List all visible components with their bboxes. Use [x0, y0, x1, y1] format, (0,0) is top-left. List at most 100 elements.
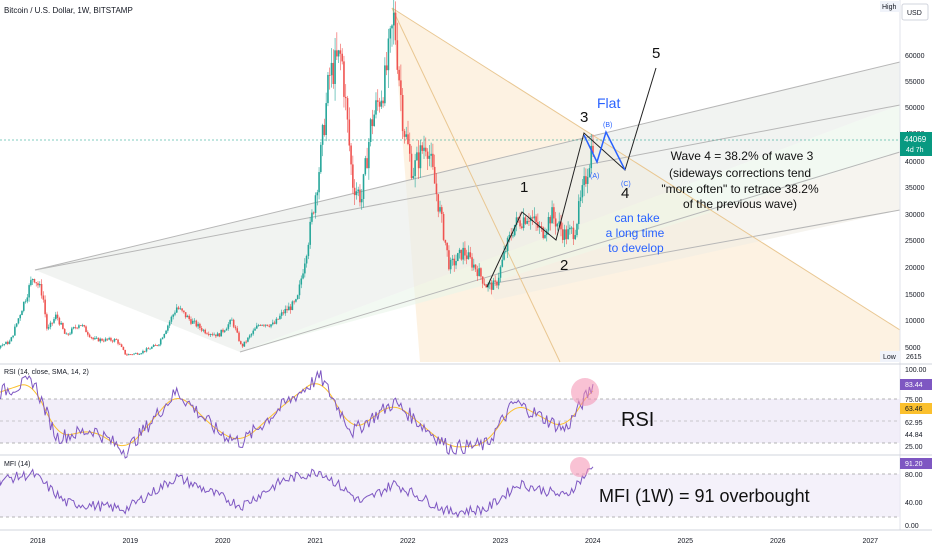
flat-a-label: (A) — [590, 173, 599, 180]
price-tick: 50000 — [905, 105, 925, 112]
candle-body — [147, 348, 150, 350]
candle-body — [280, 312, 283, 316]
candle-body — [439, 207, 441, 212]
price-tick: 15000 — [905, 292, 925, 299]
candle-body — [129, 354, 132, 356]
candle-body — [483, 283, 486, 286]
mfi-label[interactable]: MFI (14) — [4, 461, 30, 468]
symbol-title[interactable]: Bitcoin / U.S. Dollar, 1W, BITSTAMP — [4, 6, 133, 15]
candle-body — [496, 281, 498, 286]
candle-body — [14, 326, 16, 336]
candle-body — [65, 333, 68, 335]
candle-body — [350, 145, 352, 165]
candle-body — [544, 235, 546, 238]
candle-body — [501, 259, 504, 267]
rsi-highlight-circle — [571, 378, 599, 406]
candle-body — [135, 353, 137, 354]
mfi-line — [0, 466, 594, 518]
candle-body — [391, 25, 393, 29]
candle-body — [474, 264, 477, 270]
candle-body — [159, 339, 162, 345]
candle-body — [471, 257, 473, 268]
time-tick: 2018 — [30, 538, 46, 545]
rsi-tick: 44.84 — [905, 432, 923, 439]
candle-body — [437, 194, 440, 212]
mfi-tick: 80.00 — [905, 472, 923, 479]
pitchfork-bottom-zone — [485, 152, 900, 300]
candle-body — [528, 220, 530, 222]
candle-body — [577, 201, 580, 224]
candle-body — [81, 325, 84, 326]
candle-body — [346, 98, 349, 120]
candle-body — [191, 320, 194, 324]
candle-body — [8, 341, 11, 344]
candle-body — [419, 145, 422, 169]
candle-body — [416, 152, 418, 161]
candle-body — [293, 301, 295, 303]
candle-body — [264, 324, 267, 326]
currency-label[interactable]: USD — [907, 10, 922, 17]
candle-body — [259, 325, 262, 326]
rsi-label[interactable]: RSI (14, close, SMA, 14, 2) — [4, 369, 89, 376]
candle-body — [3, 344, 6, 345]
currency-box[interactable] — [901, 3, 929, 21]
rsi-pane[interactable]: RSI (14, close, SMA, 14, 2) RSI 100.00 7… — [0, 367, 932, 459]
candle-body — [526, 220, 528, 224]
candle-body — [318, 172, 320, 193]
candle-body — [255, 325, 258, 329]
candle-body — [239, 341, 242, 344]
wave-3-label: 3 — [580, 109, 588, 126]
candle-body — [0, 345, 2, 348]
candle-body — [533, 216, 536, 219]
candle-body — [31, 278, 34, 281]
candle-body — [145, 348, 148, 352]
candle-body — [170, 316, 173, 322]
candle-body — [561, 229, 564, 240]
candle-body — [576, 223, 578, 236]
candle-body — [177, 307, 180, 309]
rsi-tick: 75.00 — [905, 397, 923, 404]
candle-body — [339, 50, 342, 54]
candle-body — [531, 217, 534, 219]
candle-body — [558, 221, 561, 224]
candle-body — [183, 310, 185, 313]
candle-body — [480, 268, 482, 277]
candle-body — [197, 323, 199, 327]
candle-body — [457, 253, 459, 262]
candle-body — [10, 337, 13, 342]
candle-body — [97, 337, 100, 342]
candle-body — [5, 341, 7, 345]
candle-body — [366, 158, 368, 169]
candle-body — [304, 263, 306, 274]
candle-body — [158, 344, 160, 346]
candle-body — [378, 101, 381, 107]
candle-body — [492, 280, 495, 290]
candle-body — [503, 251, 505, 260]
candle-body — [103, 340, 105, 342]
candle-body — [421, 145, 424, 151]
candle-body — [172, 314, 174, 317]
candle-body — [126, 354, 128, 356]
candle-body — [229, 320, 231, 325]
candle-body — [213, 334, 215, 336]
candle-body — [136, 353, 139, 355]
price-axis-bg[interactable] — [900, 0, 932, 530]
mfi-pane[interactable]: MFI (14) MFI (1W) = 91 overbought 80.00 … — [0, 457, 932, 530]
low-label: Low — [883, 354, 897, 361]
candle-body — [35, 282, 38, 284]
candle-body — [433, 166, 436, 184]
low-badge — [880, 351, 900, 362]
candle-body — [464, 247, 466, 256]
candle-body — [380, 100, 383, 107]
candle-body — [490, 282, 493, 290]
candle-body — [234, 326, 237, 329]
candle-body — [44, 299, 46, 315]
last-price-value: 44069 — [904, 135, 927, 144]
candle-body — [398, 69, 400, 81]
time-axis[interactable]: 2018 2019 2020 2021 2022 2023 2024 2025 2026 2027 — [30, 538, 878, 545]
candle-body — [314, 195, 317, 213]
candle-body — [250, 333, 253, 336]
candle-body — [348, 119, 351, 146]
candle-body — [524, 217, 527, 224]
